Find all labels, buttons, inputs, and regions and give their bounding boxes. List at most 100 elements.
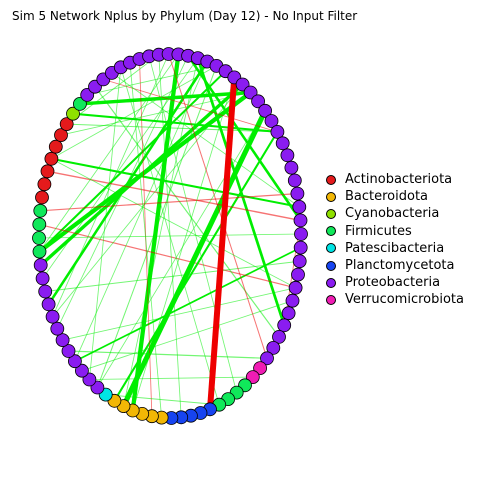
node-proteobacteria xyxy=(285,293,300,308)
figure-title: Sim 5 Network Nplus by Phylum (Day 12) -… xyxy=(12,9,358,23)
positive-edge xyxy=(94,86,280,338)
positive-edge xyxy=(121,109,268,408)
legend-swatch xyxy=(326,260,336,271)
legend-label: Bacteroidota xyxy=(345,189,429,205)
node-proteobacteria xyxy=(293,240,308,255)
node-proteobacteria xyxy=(292,254,307,269)
node-proteobacteria xyxy=(284,160,299,175)
node-proteobacteria xyxy=(45,309,60,324)
node-proteobacteria xyxy=(75,363,89,378)
node-firmicutes xyxy=(33,203,48,218)
node-firmicutes xyxy=(32,244,47,259)
node-proteobacteria xyxy=(35,271,50,286)
positive-edge xyxy=(52,53,169,317)
legend-swatch xyxy=(326,226,336,237)
legend-label: Firmicutes xyxy=(345,223,412,239)
positive-edge xyxy=(97,110,266,388)
positive-edge xyxy=(66,54,160,125)
legend-item: Actinobacteriota xyxy=(326,171,464,188)
node-proteobacteria xyxy=(243,85,258,100)
node-proteobacteria xyxy=(272,329,286,344)
node-firmicutes xyxy=(32,231,46,245)
legend-item: Proteobacteria xyxy=(326,274,464,291)
node-firmicutes xyxy=(73,97,87,111)
node-actinobacteriota xyxy=(48,139,63,154)
node-proteobacteria xyxy=(41,297,56,312)
legend-label: Cyanobacteria xyxy=(345,206,440,222)
positive-edge xyxy=(111,72,300,208)
positive-edge xyxy=(51,65,217,160)
positive-edge xyxy=(51,157,300,208)
positive-edge xyxy=(42,57,199,279)
node-proteobacteria xyxy=(33,258,48,273)
positive-edge xyxy=(105,394,220,406)
legend-label: Verrucomicrobiota xyxy=(345,292,464,308)
node-proteobacteria xyxy=(281,306,296,321)
legend-item: Patescibacteria xyxy=(326,240,464,257)
negative-edge xyxy=(40,193,298,212)
node-proteobacteria xyxy=(68,354,82,369)
positive-edge xyxy=(74,61,208,362)
legend-item: Cyanobacteria xyxy=(326,205,464,222)
node-proteobacteria xyxy=(260,351,274,366)
node-actinobacteriota xyxy=(40,164,55,179)
positive-edge xyxy=(123,58,199,407)
legend-swatch xyxy=(326,191,336,202)
node-proteobacteria xyxy=(50,321,65,336)
positive-edge xyxy=(60,92,251,136)
positive-edge xyxy=(130,54,181,411)
legend: Actinobacteriota Bacteroidota Cyanobacteri… xyxy=(326,171,464,309)
legend-swatch xyxy=(326,294,336,305)
legend-swatch xyxy=(326,277,336,288)
node-proteobacteria xyxy=(290,186,305,201)
positive-edge xyxy=(132,77,235,411)
legend-swatch xyxy=(326,208,336,219)
positive-edge xyxy=(39,83,244,267)
node-proteobacteria xyxy=(294,227,308,241)
positive-edge xyxy=(62,287,296,341)
positive-edge xyxy=(74,246,302,362)
node-layer xyxy=(32,47,308,425)
legend-label: Patescibacteria xyxy=(345,240,445,256)
positive-edge xyxy=(96,65,217,388)
node-proteobacteria xyxy=(55,333,70,348)
node-proteobacteria xyxy=(82,372,97,387)
node-actinobacteriota xyxy=(37,177,52,192)
node-proteobacteria xyxy=(275,136,290,151)
legend-item: Firmicutes xyxy=(326,223,464,240)
legend-label: Proteobacteria xyxy=(345,275,441,291)
positive-edge xyxy=(39,54,179,252)
node-actinobacteriota xyxy=(44,151,59,166)
legend-swatch xyxy=(326,174,336,185)
node-proteobacteria xyxy=(251,94,266,109)
node-proteobacteria xyxy=(61,344,76,358)
node-actinobacteriota xyxy=(54,128,68,143)
legend-label: Actinobacteriota xyxy=(345,172,453,188)
node-proteobacteria xyxy=(291,267,305,282)
edge-layer xyxy=(38,53,302,418)
positive-edge xyxy=(81,300,293,372)
positive-edge xyxy=(51,158,296,289)
negative-edge xyxy=(168,53,268,359)
node-actinobacteriota xyxy=(59,117,74,131)
positive-edge xyxy=(72,112,278,133)
legend-swatch xyxy=(326,243,336,254)
positive-edge xyxy=(66,123,278,133)
positive-edge xyxy=(89,376,253,380)
legend-item: Planctomycetota xyxy=(326,257,464,274)
node-firmicutes xyxy=(32,217,47,232)
node-proteobacteria xyxy=(270,124,285,139)
node-proteobacteria xyxy=(280,148,295,163)
node-actinobacteriota xyxy=(35,190,49,205)
legend-label: Planctomycetota xyxy=(345,258,455,274)
negative-edge xyxy=(39,223,296,289)
positive-edge xyxy=(158,54,182,418)
negative-edge xyxy=(207,77,238,410)
positive-edge xyxy=(88,67,122,380)
node-proteobacteria xyxy=(266,340,281,355)
node-proteobacteria xyxy=(287,173,302,188)
node-proteobacteria xyxy=(288,280,303,295)
node-proteobacteria xyxy=(293,213,308,228)
legend-item: Verrucomicrobiota xyxy=(326,291,464,308)
